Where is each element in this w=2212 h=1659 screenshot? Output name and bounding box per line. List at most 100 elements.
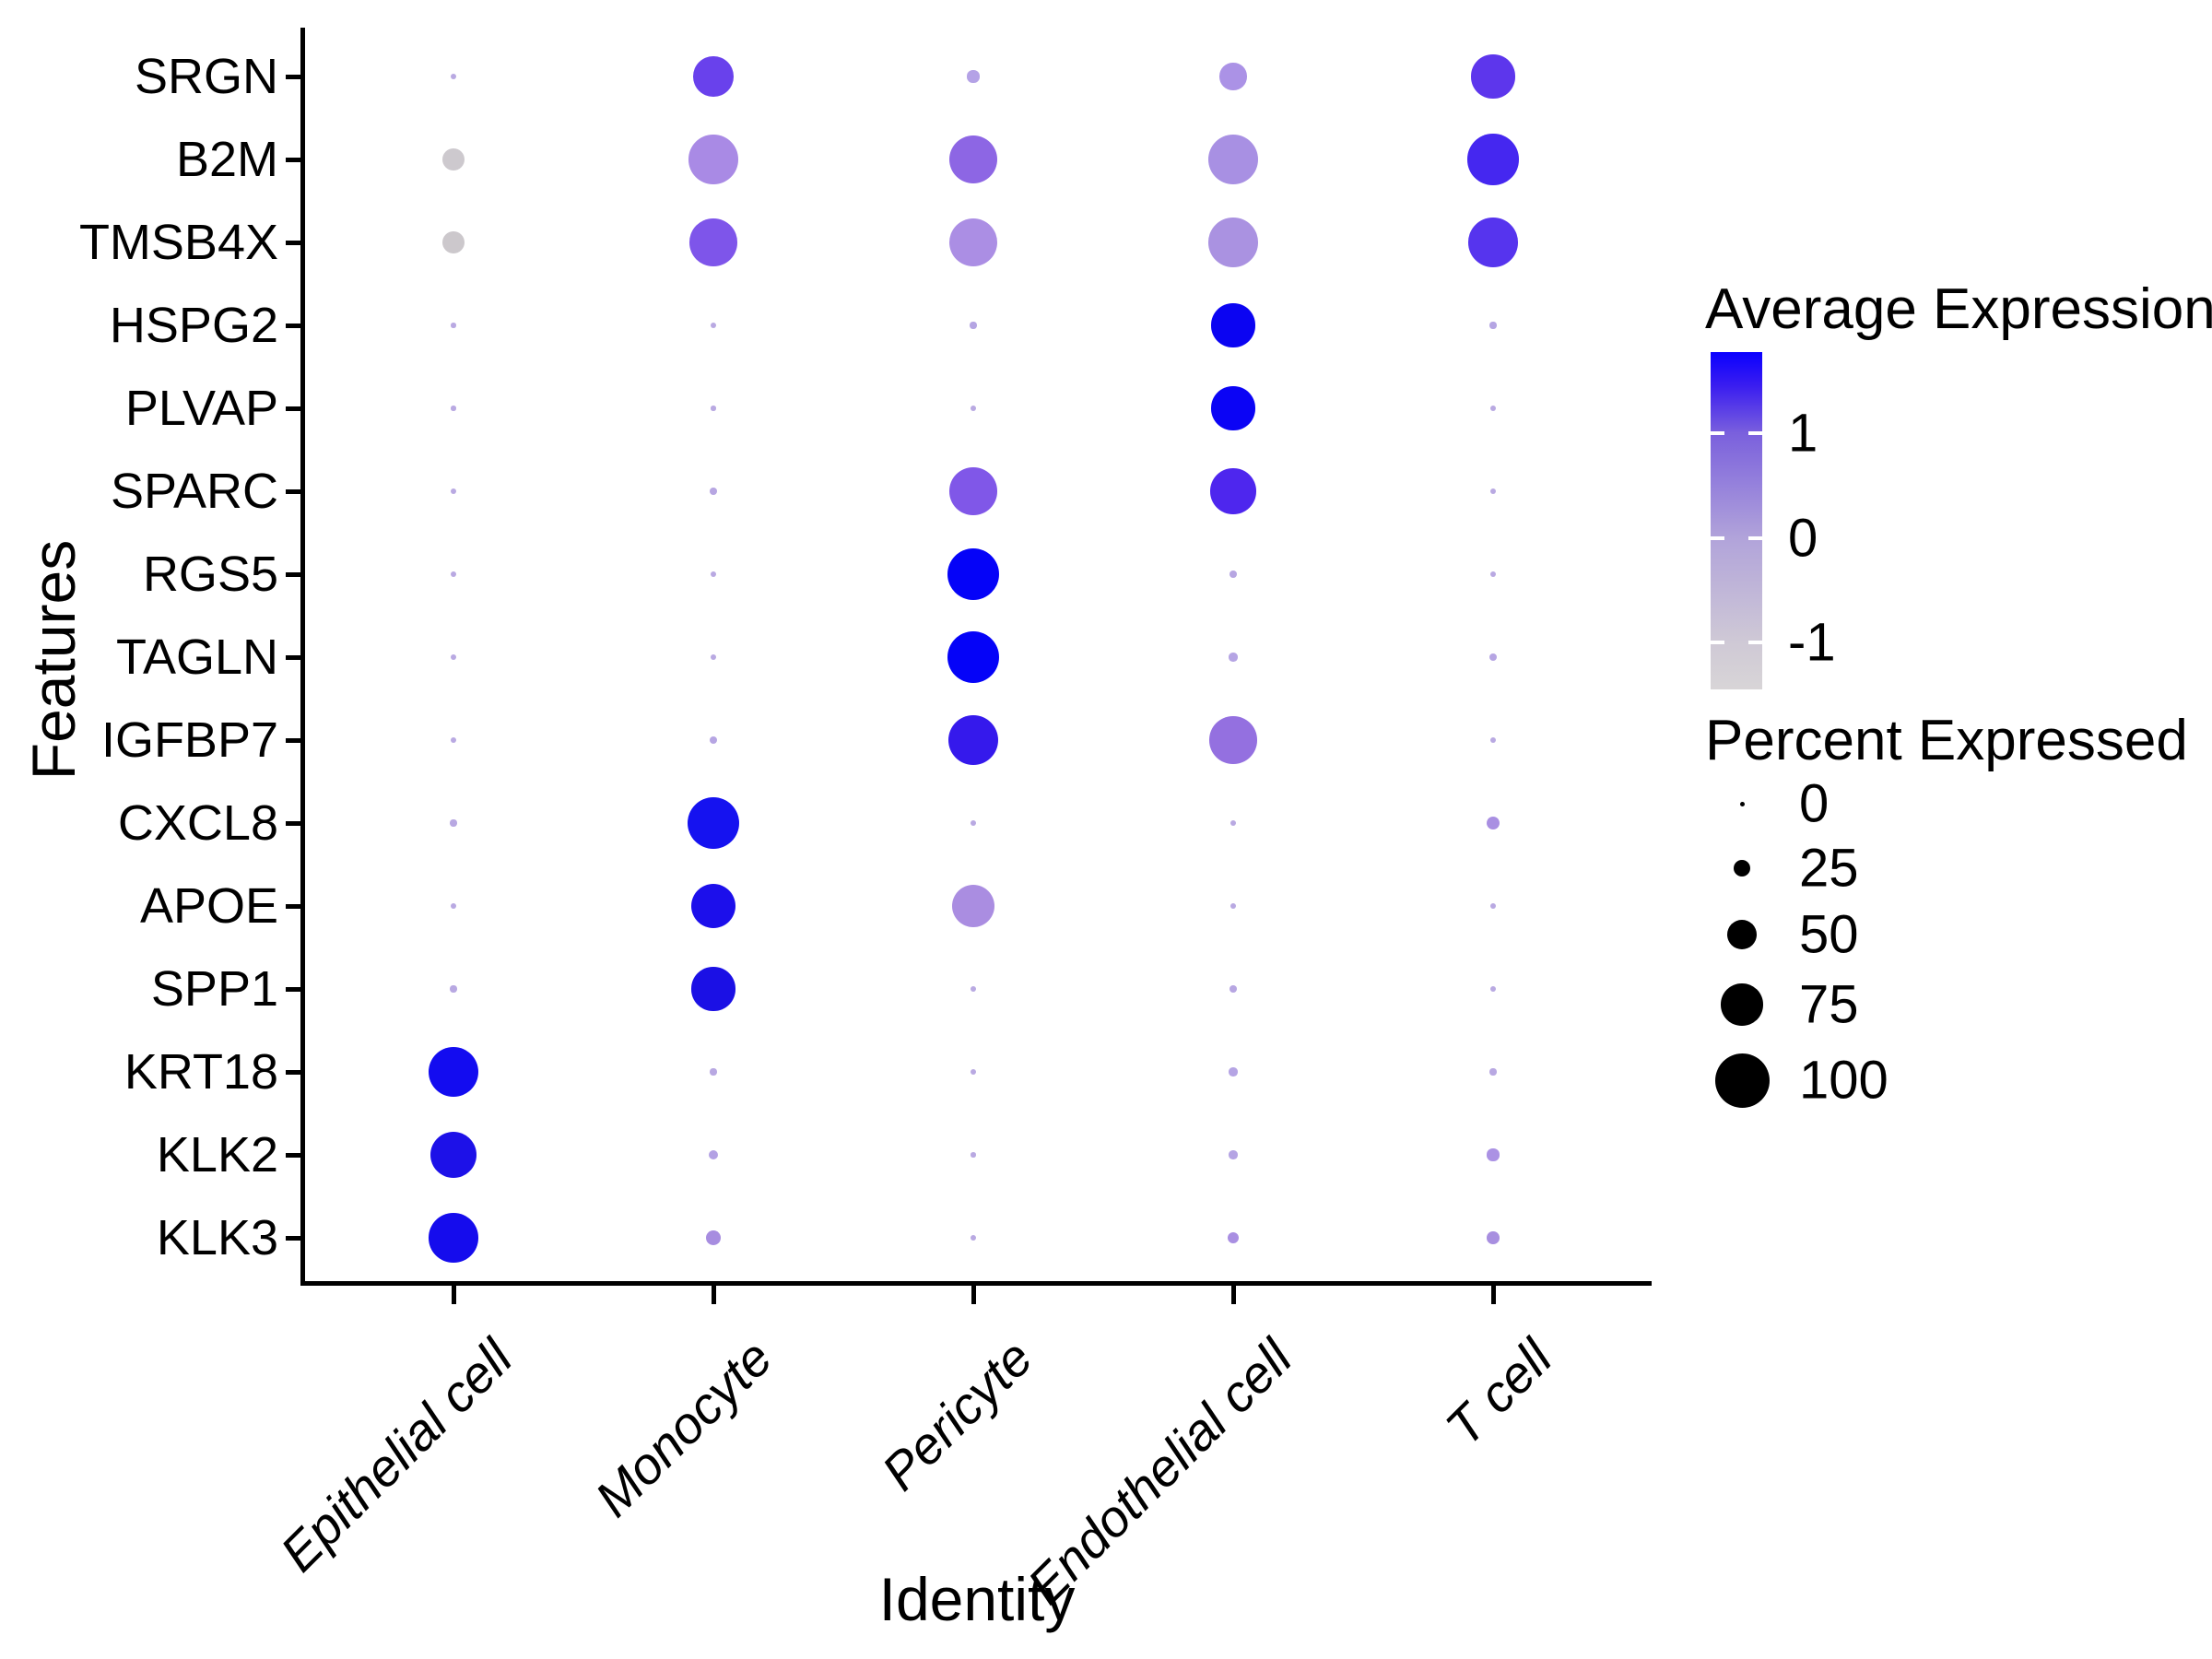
dot-SPARC-T-cell — [1489, 488, 1497, 495]
colorbar-tick-label-0: 0 — [1788, 508, 1818, 569]
y-tick — [286, 987, 304, 992]
size-legend-dot-50 — [1727, 920, 1757, 949]
y-tick-label-IGFBP7: IGFBP7 — [100, 712, 278, 768]
y-tick — [286, 489, 304, 494]
dot-RGS5-Epithelial-cell — [450, 571, 457, 578]
dot-KLK2-T-cell — [1487, 1148, 1500, 1161]
dot-APOE-Epithelial-cell — [450, 902, 457, 910]
dot-TMSB4X-Pericyte — [948, 218, 998, 267]
y-tick-label-SPARC: SPARC — [110, 464, 278, 519]
dot-IGFBP7-Endothelial-cell — [1209, 716, 1257, 764]
x-tick-label-Pericyte: Pericyte — [870, 1328, 1043, 1501]
dot-IGFBP7-T-cell — [1489, 736, 1497, 744]
dot-KLK2-Monocyte — [708, 1149, 719, 1160]
y-tick-label-PLVAP: PLVAP — [124, 381, 278, 436]
dot-B2M-T-cell — [1467, 134, 1519, 185]
y-tick-label-KLK3: KLK3 — [156, 1210, 278, 1265]
y-tick-label-RGS5: RGS5 — [142, 547, 278, 602]
dot-SPARC-Epithelial-cell — [450, 488, 457, 495]
x-tick — [1231, 1286, 1236, 1304]
y-tick-label-KRT18: KRT18 — [124, 1044, 278, 1100]
dot-B2M-Monocyte — [688, 135, 738, 184]
size-legend-label-75: 75 — [1799, 974, 1859, 1035]
dot-IGFBP7-Epithelial-cell — [450, 736, 457, 744]
size-legend-dot-25 — [1733, 859, 1751, 877]
dot-KLK3-Epithelial-cell — [429, 1213, 478, 1263]
x-axis-title: Identity — [878, 1565, 1076, 1633]
colorbar-tick-label-1: 1 — [1788, 403, 1818, 464]
dot-CXCL8-Monocyte — [687, 796, 740, 850]
y-tick-label-APOE: APOE — [139, 878, 278, 934]
dot-PLVAP-T-cell — [1489, 405, 1497, 412]
size-legend-label-50: 50 — [1799, 904, 1859, 965]
colorbar-tick-mark — [1711, 431, 1724, 436]
dot-B2M-Epithelial-cell — [441, 147, 465, 171]
dot-SPARC-Monocyte — [710, 488, 717, 495]
dot-KRT18-Endothelial-cell — [1229, 1067, 1238, 1077]
size-legend-label-25: 25 — [1799, 838, 1859, 899]
y-tick — [286, 158, 304, 162]
x-tick — [712, 1286, 716, 1304]
dot-RGS5-Pericyte — [947, 547, 1000, 601]
colorbar-tick-mark — [1711, 641, 1724, 644]
y-tick — [286, 821, 304, 826]
y-tick — [286, 241, 304, 245]
dot-APOE-Endothelial-cell — [1230, 902, 1237, 910]
y-tick-label-SRGN: SRGN — [134, 49, 278, 104]
y-tick-label-CXCL8: CXCL8 — [117, 795, 278, 851]
dot-PLVAP-Endothelial-cell — [1211, 386, 1255, 430]
dot-KLK2-Pericyte — [971, 1152, 976, 1158]
y-tick-label-TAGLN: TAGLN — [115, 629, 278, 685]
dot-TAGLN-Pericyte — [947, 630, 1000, 684]
dot-KLK3-T-cell — [1487, 1231, 1500, 1244]
size-legend-dot-100 — [1714, 1053, 1770, 1108]
y-tick — [286, 1070, 304, 1075]
colorbar-tick-label--1: -1 — [1788, 612, 1836, 673]
dot-SPP1-Epithelial-cell — [450, 985, 457, 993]
dot-KLK2-Epithelial-cell — [429, 1131, 477, 1179]
dot-B2M-Endothelial-cell — [1207, 134, 1259, 185]
dot-CXCL8-Pericyte — [970, 819, 977, 827]
dot-B2M-Pericyte — [948, 135, 998, 184]
dot-APOE-Pericyte — [951, 884, 994, 927]
y-tick — [286, 75, 304, 79]
dot-TMSB4X-Endothelial-cell — [1208, 218, 1258, 267]
dot-APOE-T-cell — [1489, 902, 1497, 910]
dot-SPP1-Monocyte — [691, 967, 735, 1011]
x-tick — [971, 1286, 976, 1304]
dot-RGS5-T-cell — [1489, 571, 1497, 578]
dot-SRGN-Pericyte — [967, 70, 980, 83]
dot-TMSB4X-Epithelial-cell — [441, 230, 465, 254]
dot-SPP1-Pericyte — [970, 985, 977, 993]
dot-IGFBP7-Monocyte — [709, 735, 718, 745]
dot-HSPG2-Pericyte — [970, 322, 977, 329]
colorbar-tick-mark — [1748, 431, 1762, 436]
y-tick-label-SPP1: SPP1 — [150, 961, 278, 1017]
y-tick — [286, 1236, 304, 1241]
dot-HSPG2-Epithelial-cell — [451, 323, 456, 328]
y-tick-label-B2M: B2M — [175, 132, 278, 187]
y-tick-label-HSPG2: HSPG2 — [109, 298, 278, 353]
dot-SRGN-Monocyte — [693, 56, 734, 97]
x-tick-label-T-cell: T cell — [1434, 1328, 1563, 1457]
size-legend-label-100: 100 — [1799, 1050, 1888, 1111]
colorbar — [1711, 352, 1762, 689]
y-tick — [286, 904, 304, 909]
x-axis-line — [300, 1281, 1652, 1286]
colorbar-tick-mark — [1711, 535, 1724, 540]
dot-TMSB4X-T-cell — [1468, 218, 1518, 267]
dot-HSPG2-Endothelial-cell — [1211, 303, 1255, 347]
dot-SPARC-Endothelial-cell — [1210, 468, 1256, 514]
dot-CXCL8-Endothelial-cell — [1230, 819, 1237, 827]
dot-KLK3-Endothelial-cell — [1227, 1231, 1240, 1244]
colorbar-tick-mark — [1748, 641, 1762, 644]
dot-APOE-Monocyte — [690, 883, 736, 929]
dot-CXCL8-Epithelial-cell — [450, 819, 457, 827]
dot-HSPG2-Monocyte — [710, 322, 717, 329]
dot-TAGLN-Monocyte — [710, 653, 717, 661]
x-tick-label-Monocyte: Monocyte — [583, 1328, 783, 1528]
y-tick-label-TMSB4X: TMSB4X — [78, 215, 278, 270]
dot-SPARC-Pericyte — [949, 467, 997, 515]
